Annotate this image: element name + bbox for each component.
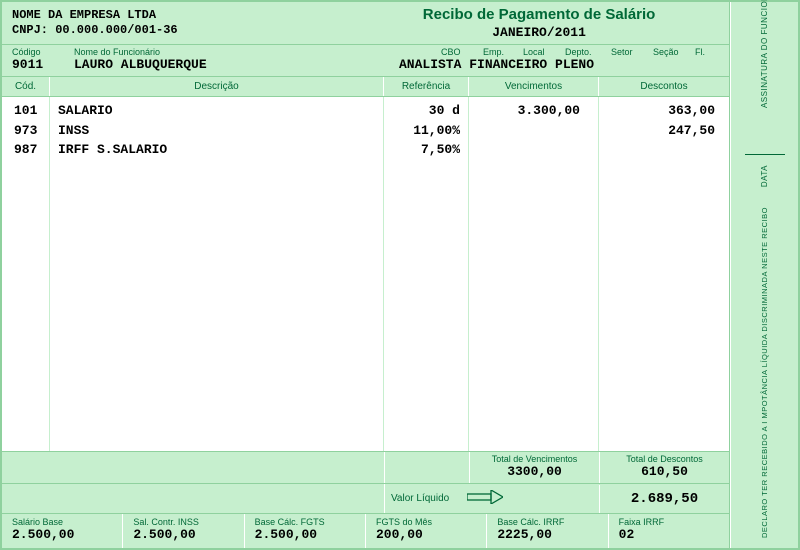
- total-disc-cell: Total de Descontos 610,50: [599, 452, 729, 483]
- total-venc-label: Total de Vencimentos: [480, 454, 589, 464]
- date-line: [745, 154, 785, 155]
- lbl-codigo: Código: [12, 47, 64, 57]
- foot-lbl: Base Cálc. FGTS: [255, 517, 355, 527]
- col-cod: 101 973 987: [2, 97, 50, 451]
- signature-label: ASSINATURA DO FUNCIONÁRIO: [760, 0, 769, 108]
- company-block: NOME DA EMPRESA LTDA CNPJ: 00.000.000/00…: [2, 2, 349, 44]
- col-hdr-venc: Vencimentos: [469, 77, 599, 96]
- foot-salario-base: Salário Base 2.500,00: [2, 514, 123, 548]
- lbl-depto: Depto.: [565, 47, 611, 57]
- total-disc-value: 610,50: [610, 464, 719, 479]
- emp-labels-row: Código Nome do Funcionário CBO Emp. Loca…: [2, 45, 729, 57]
- line-items: 101 973 987 SALARIO INSS IRFF S.SALARIO …: [2, 97, 729, 451]
- company-cnpj: CNPJ: 00.000.000/001-36: [12, 23, 339, 38]
- doc-title: Recibo de Pagamento de Salário: [359, 6, 719, 23]
- foot-val: 02: [619, 527, 719, 542]
- line-ref: 30 d: [392, 101, 460, 121]
- arrow-right-icon: [467, 490, 503, 507]
- lbl-nome: Nome do Funcionário: [64, 47, 441, 57]
- line-cod: 987: [14, 140, 41, 160]
- net-row: Valor Líquido 2.689,50: [2, 483, 729, 513]
- col-hdr-ref: Referência: [384, 77, 469, 96]
- employee-header: Código Nome do Funcionário CBO Emp. Loca…: [2, 45, 729, 77]
- emp-cargo: ANALISTA FINANCEIRO PLENO: [399, 57, 719, 72]
- total-disc-label: Total de Descontos: [610, 454, 719, 464]
- header-top: NOME DA EMPRESA LTDA CNPJ: 00.000.000/00…: [2, 2, 729, 45]
- foot-val: 2.500,00: [12, 527, 112, 542]
- lbl-emp: Emp.: [483, 47, 523, 57]
- col-hdr-cod: Cód.: [2, 77, 50, 96]
- lbl-local: Local: [523, 47, 565, 57]
- line-venc: 3.300,00: [477, 101, 580, 121]
- lbl-setor: Setor: [611, 47, 653, 57]
- total-venc-cell: Total de Vencimentos 3300,00: [469, 452, 599, 483]
- line-cod: 101: [14, 101, 41, 121]
- net-label-cell: Valor Líquido: [384, 484, 599, 513]
- emp-codigo: 9011: [12, 57, 64, 72]
- line-desc: IRFF S.SALARIO: [58, 140, 375, 160]
- signature-block: ASSINATURA DO FUNCIONÁRIO: [745, 0, 785, 108]
- doc-period: JANEIRO/2011: [359, 25, 719, 40]
- net-label: Valor Líquido: [391, 493, 449, 504]
- emp-values-row: 9011 LAURO ALBUQUERQUE ANALISTA FINANCEI…: [2, 57, 729, 76]
- company-name: NOME DA EMPRESA LTDA: [12, 8, 339, 23]
- foot-lbl: Faixa IRRF: [619, 517, 719, 527]
- foot-lbl: FGTS do Mês: [376, 517, 476, 527]
- title-block: Recibo de Pagamento de Salário JANEIRO/2…: [349, 2, 729, 44]
- net-value: 2.689,50: [599, 485, 729, 513]
- line-desc: INSS: [58, 121, 375, 141]
- lbl-fl: Fl.: [695, 47, 719, 57]
- foot-sal-inss: Sal. Contr. INSS 2.500,00: [123, 514, 244, 548]
- date-block: DATA: [745, 148, 785, 187]
- foot-val: 2225,00: [497, 527, 597, 542]
- total-venc-value: 3300,00: [480, 464, 589, 479]
- lbl-cbo: CBO: [441, 47, 483, 57]
- foot-val: 200,00: [376, 527, 476, 542]
- foot-lbl: Base Cálc. IRRF: [497, 517, 597, 527]
- line-disc: 247,50: [607, 121, 715, 141]
- foot-val: 2.500,00: [255, 527, 355, 542]
- line-desc: SALARIO: [58, 101, 375, 121]
- col-disc: 363,00 247,50: [599, 97, 729, 451]
- col-venc: 3.300,00: [469, 97, 599, 451]
- line-disc: 363,00: [607, 101, 715, 121]
- payslip: NOME DA EMPRESA LTDA CNPJ: 00.000.000/00…: [0, 0, 800, 550]
- declaration-text: DECLARO TER RECEBIDO A I MPOTÂNCIA LÍQUI…: [760, 207, 769, 538]
- line-ref: 11,00%: [392, 121, 460, 141]
- foot-faixa-irrf: Faixa IRRF 02: [609, 514, 729, 548]
- foot-val: 2.500,00: [133, 527, 233, 542]
- line-ref: 7,50%: [392, 140, 460, 160]
- col-desc: SALARIO INSS IRFF S.SALARIO: [50, 97, 384, 451]
- lbl-secao: Seção: [653, 47, 695, 57]
- col-hdr-desc: Descrição: [50, 77, 384, 96]
- footer-row: Salário Base 2.500,00 Sal. Contr. INSS 2…: [2, 513, 729, 548]
- foot-lbl: Salário Base: [12, 517, 112, 527]
- columns-header: Cód. Descrição Referência Vencimentos De…: [2, 77, 729, 97]
- foot-base-irrf: Base Cálc. IRRF 2225,00: [487, 514, 608, 548]
- date-label: DATA: [760, 165, 769, 187]
- emp-nome: LAURO ALBUQUERQUE: [64, 57, 399, 72]
- col-hdr-disc: Descontos: [599, 77, 729, 96]
- col-ref: 30 d 11,00% 7,50%: [384, 97, 469, 451]
- totals-row: Total de Vencimentos 3300,00 Total de De…: [2, 451, 729, 483]
- foot-fgts-mes: FGTS do Mês 200,00: [366, 514, 487, 548]
- main-panel: NOME DA EMPRESA LTDA CNPJ: 00.000.000/00…: [2, 2, 730, 548]
- signature-strip: ASSINATURA DO FUNCIONÁRIO DATA DECLARO T…: [730, 2, 798, 548]
- foot-lbl: Sal. Contr. INSS: [133, 517, 233, 527]
- declaration-block: DECLARO TER RECEBIDO A I MPOTÂNCIA LÍQUI…: [760, 207, 769, 538]
- foot-base-fgts: Base Cálc. FGTS 2.500,00: [245, 514, 366, 548]
- line-cod: 973: [14, 121, 41, 141]
